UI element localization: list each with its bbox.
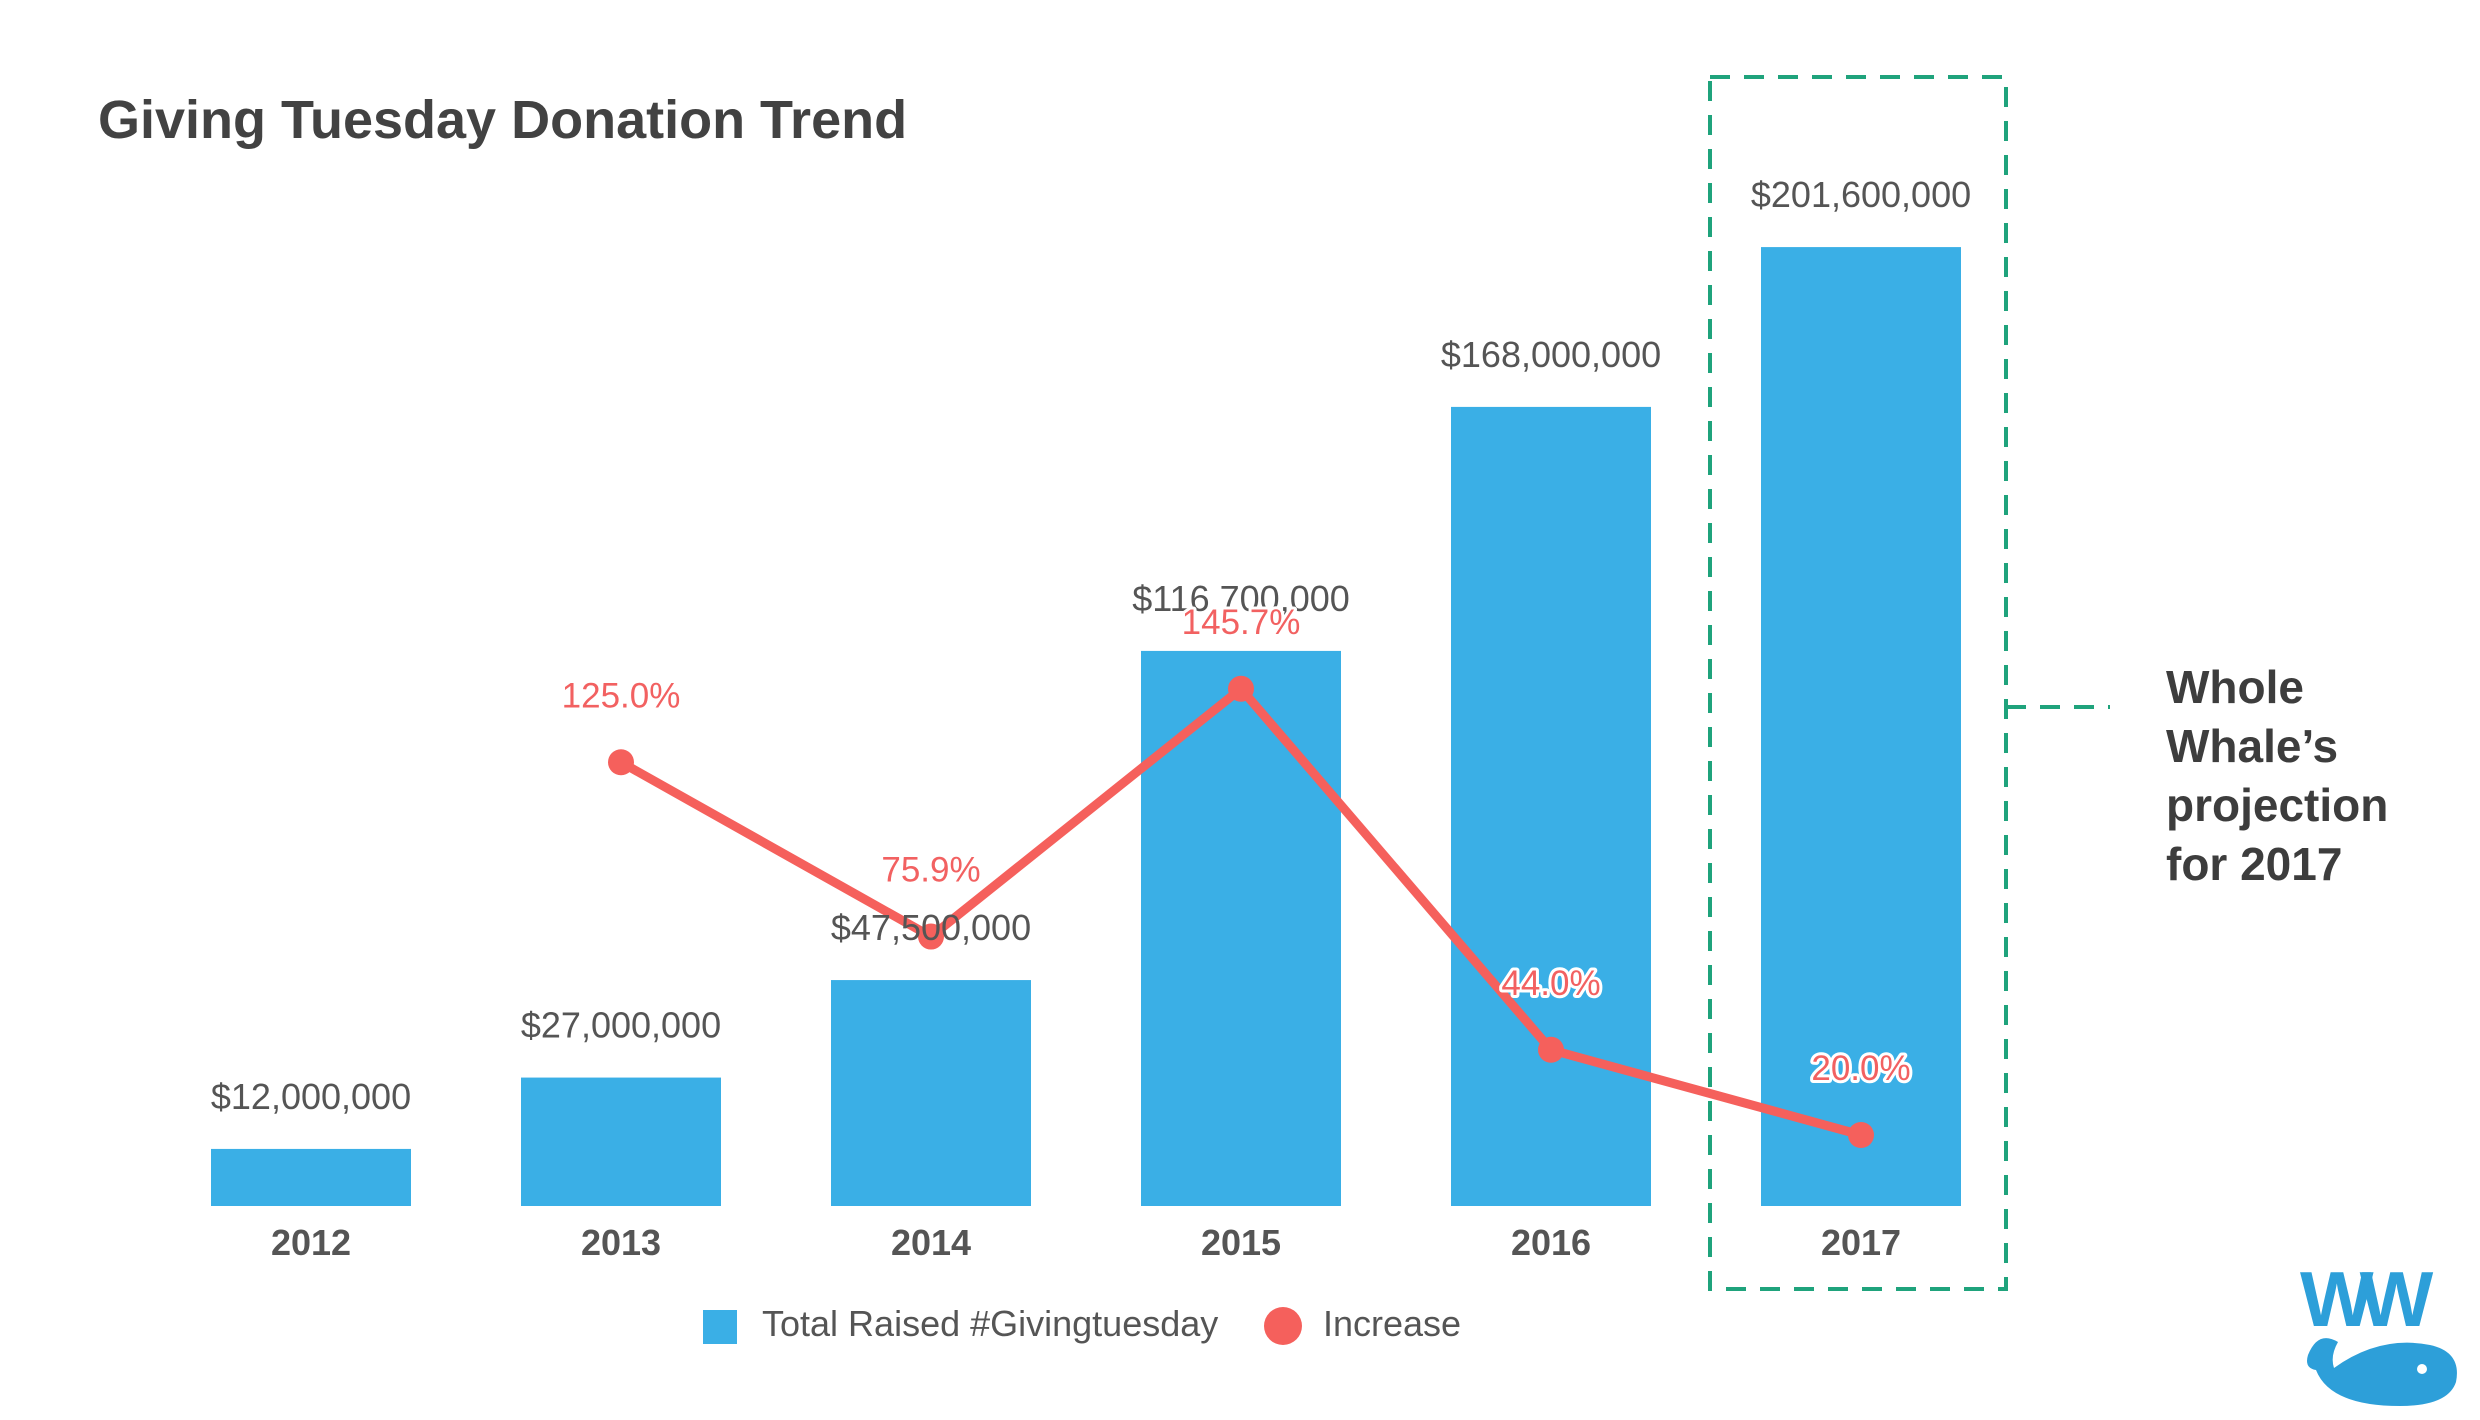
x-tick-2015: 2015 xyxy=(1201,1222,1281,1263)
legend-label-increase: Increase xyxy=(1323,1303,1461,1344)
callout-line-3: projection xyxy=(2166,779,2388,831)
whale-icon xyxy=(2307,1338,2457,1406)
increase-point-2014 xyxy=(918,923,944,950)
increase-point-2015 xyxy=(1228,675,1254,702)
increase-label-2013: 125.0% xyxy=(562,676,681,715)
bar-value-label-2013: $27,000,000 xyxy=(521,1005,721,1046)
bar-2017 xyxy=(1761,247,1961,1207)
whole-whale-logo: WW xyxy=(2300,1255,2457,1406)
x-tick-2013: 2013 xyxy=(581,1222,661,1263)
bar-2014 xyxy=(831,980,1031,1206)
legend: Total Raised #Givingtuesday Increase xyxy=(703,1303,1461,1345)
callout-line-2: Whale’s xyxy=(2166,720,2338,772)
x-tick-2017: 2017 xyxy=(1821,1222,1901,1263)
bar-value-label-2012: $12,000,000 xyxy=(211,1076,411,1117)
legend-label-total-raised: Total Raised #Givingtuesday xyxy=(762,1303,1218,1344)
chart-title: Giving Tuesday Donation Trend xyxy=(98,90,907,150)
increase-label-2015: 145.7% xyxy=(1182,603,1301,642)
callout-line-4: for 2017 xyxy=(2166,838,2342,890)
line-layer xyxy=(608,675,1874,1148)
projection-callout: Whole Whale’s projection for 2017 xyxy=(2166,661,2401,890)
bar-value-label-2016: $168,000,000 xyxy=(1441,334,1661,375)
x-axis-ticks: 2012 2013 2014 2015 2016 2017 xyxy=(271,1222,1901,1263)
legend-swatch-total-raised xyxy=(703,1310,737,1344)
callout-line-1: Whole xyxy=(2166,661,2304,713)
legend-swatch-increase xyxy=(1264,1307,1302,1345)
increase-point-2017 xyxy=(1848,1122,1874,1148)
bar-2015 xyxy=(1141,650,1341,1206)
bars-layer xyxy=(211,247,1961,1207)
increase-label-2016: 44.0% xyxy=(1501,964,1600,1003)
increase-label-2017: 20.0% xyxy=(1811,1049,1910,1088)
increase-label-2014: 75.9% xyxy=(881,851,980,890)
bar-2013 xyxy=(521,1077,721,1206)
increase-point-2016 xyxy=(1538,1036,1564,1063)
x-tick-2016: 2016 xyxy=(1511,1222,1591,1263)
bar-2012 xyxy=(211,1148,411,1206)
logo-text: WW xyxy=(2300,1255,2434,1343)
x-tick-2014: 2014 xyxy=(891,1222,971,1263)
bar-2016 xyxy=(1451,406,1651,1206)
increase-point-2013 xyxy=(608,749,634,776)
x-tick-2012: 2012 xyxy=(271,1222,351,1263)
bar-value-label-2014: $47,500,000 xyxy=(831,907,1031,948)
bar-value-label-2015: $116,700,000 xyxy=(1132,578,1350,619)
bar-value-label-2017: $201,600,000 xyxy=(1751,174,1971,215)
whale-eye-icon xyxy=(2417,1364,2427,1374)
labels-layer: $12,000,000 $27,000,000 $47,500,000 $116,70… xyxy=(211,174,1971,1117)
projection-highlight-box xyxy=(1708,75,2008,1291)
